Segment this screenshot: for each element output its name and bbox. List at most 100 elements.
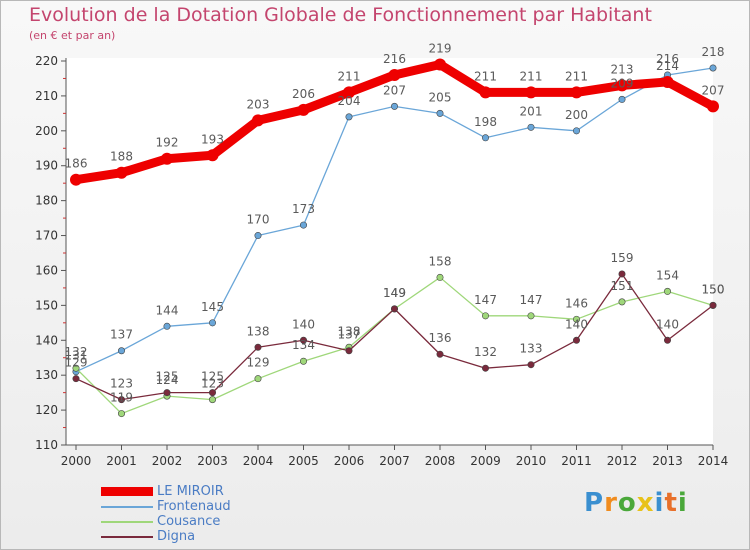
- data-label: 129: [65, 356, 88, 370]
- x-tick-label: 2002: [152, 454, 183, 468]
- data-label: 200: [565, 108, 588, 122]
- data-point: [209, 396, 217, 404]
- y-tick-label: 180: [35, 194, 58, 208]
- data-label: 214: [656, 59, 679, 73]
- legend-swatch-digna: [101, 536, 153, 538]
- data-label: 138: [338, 324, 361, 338]
- data-point: [527, 312, 535, 320]
- data-point: [252, 114, 264, 127]
- logo-letter: x: [636, 488, 655, 518]
- data-point: [616, 79, 628, 92]
- data-point: [572, 315, 580, 323]
- data-point: [345, 347, 353, 355]
- data-label: 211: [520, 69, 543, 83]
- data-label: 173: [292, 202, 315, 216]
- data-label: 207: [383, 83, 406, 97]
- data-label: 147: [520, 293, 543, 307]
- x-tick-label: 2014: [698, 454, 729, 468]
- data-point: [254, 232, 262, 240]
- data-label: 136: [429, 331, 452, 345]
- y-tick-label: 160: [35, 263, 58, 277]
- legend-label-cousance: Cousance: [157, 514, 221, 529]
- legend-swatch-cousance: [101, 521, 153, 523]
- data-label: 129: [247, 356, 270, 370]
- data-point: [481, 312, 489, 320]
- data-point: [436, 109, 444, 117]
- data-label: 209: [611, 76, 634, 90]
- data-point: [572, 127, 580, 135]
- data-point: [115, 166, 128, 179]
- data-label: 125: [201, 370, 224, 384]
- data-point: [481, 364, 489, 372]
- data-point: [254, 375, 262, 383]
- data-label: 132: [474, 345, 497, 359]
- data-label: 150: [702, 282, 725, 296]
- y-tick-label: 210: [35, 89, 58, 103]
- data-label: 207: [702, 83, 725, 97]
- data-label: 140: [292, 317, 315, 331]
- data-point: [163, 322, 171, 330]
- data-label: 213: [611, 62, 634, 76]
- data-label: 204: [338, 94, 361, 108]
- data-label: 159: [611, 251, 634, 265]
- data-point: [527, 123, 535, 131]
- data-point: [118, 410, 126, 418]
- data-point: [118, 347, 126, 355]
- data-point: [436, 273, 444, 281]
- data-point: [390, 102, 398, 110]
- legend-label-frontenaud: Frontenaud: [157, 499, 231, 514]
- x-tick-label: 2013: [652, 454, 683, 468]
- legend-label-le-miroir: LE MIROIR: [157, 484, 224, 499]
- logo-letter: P: [584, 488, 605, 518]
- data-label: 216: [656, 52, 679, 66]
- data-label: 158: [429, 254, 452, 268]
- data-label: 218: [702, 45, 725, 59]
- data-point: [209, 389, 217, 397]
- x-tick-label: 2001: [106, 454, 137, 468]
- data-point: [163, 389, 171, 397]
- data-label: 219: [429, 41, 452, 55]
- y-tick-label: 110: [35, 438, 58, 452]
- data-label: 193: [201, 132, 224, 146]
- x-tick-label: 2012: [607, 454, 638, 468]
- data-label: 137: [110, 328, 133, 342]
- data-label: 149: [383, 286, 406, 300]
- logo-letter: i: [677, 488, 688, 518]
- data-label: 211: [565, 69, 588, 83]
- x-tick-label: 2006: [334, 454, 365, 468]
- data-label: 138: [247, 324, 270, 338]
- data-point: [481, 134, 489, 142]
- data-label: 150: [702, 282, 725, 296]
- chart-subtitle: (en € et par an): [29, 29, 116, 42]
- data-label: 186: [65, 157, 88, 171]
- data-point: [345, 113, 353, 121]
- y-tick-label: 140: [35, 333, 58, 347]
- data-label: 154: [656, 268, 679, 282]
- data-point: [570, 86, 583, 99]
- legend-label-digna: Digna: [157, 529, 196, 544]
- data-point: [72, 375, 80, 383]
- data-label: 132: [65, 345, 88, 359]
- data-point: [525, 86, 537, 99]
- data-point: [618, 95, 626, 103]
- data-label: 140: [656, 317, 679, 331]
- data-label: 146: [565, 296, 588, 310]
- data-label: 170: [247, 213, 270, 227]
- data-label: 149: [383, 286, 406, 300]
- x-tick-label: 2007: [379, 454, 410, 468]
- data-label: 123: [201, 377, 224, 391]
- data-label: 144: [156, 303, 179, 317]
- data-point: [72, 364, 80, 372]
- data-point: [479, 86, 492, 99]
- x-tick-label: 2008: [425, 454, 456, 468]
- data-point: [618, 298, 626, 306]
- logo-letter: r: [604, 488, 618, 518]
- data-label: 124: [156, 373, 179, 387]
- data-point: [436, 350, 444, 358]
- data-point: [299, 221, 307, 229]
- data-point: [618, 270, 626, 278]
- data-label: 206: [292, 87, 315, 101]
- data-label: 123: [110, 377, 133, 391]
